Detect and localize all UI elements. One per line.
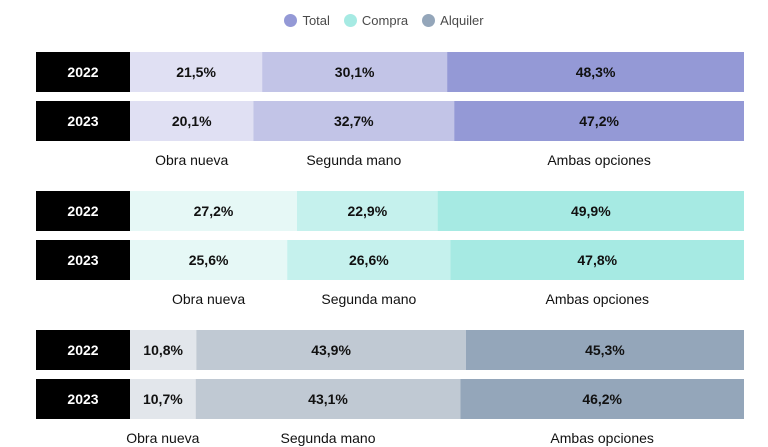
value-label: 26,6% xyxy=(349,252,389,268)
year-block xyxy=(36,379,130,419)
category-label: Ambas opciones xyxy=(547,152,651,168)
legend-label: Compra xyxy=(361,12,409,28)
category-label: Ambas opciones xyxy=(550,430,654,446)
year-label: 2022 xyxy=(67,203,98,219)
bar-segment xyxy=(262,52,448,92)
value-label: 10,7% xyxy=(143,391,183,407)
value-label: 47,8% xyxy=(577,252,617,268)
bar-segment xyxy=(130,52,263,92)
bar-segment xyxy=(130,240,288,280)
year-block xyxy=(36,101,130,141)
year-label: 2022 xyxy=(67,64,98,80)
bar-group-compra: 2022 27,2% 22,9% 49,9% 2023 25,6% 26,6% 47,8% Ob… xyxy=(36,191,744,307)
bar-segment xyxy=(195,379,461,419)
year-label: 2023 xyxy=(67,252,98,268)
year-block xyxy=(36,330,130,370)
bar-segment xyxy=(437,191,744,231)
year-block xyxy=(36,240,130,280)
bar-segment xyxy=(450,240,744,280)
year-label: 2023 xyxy=(67,391,98,407)
category-label: Segunda mano xyxy=(281,430,376,446)
legend-label: Alquiler xyxy=(440,12,484,28)
category-label: Obra nueva xyxy=(172,291,245,307)
legend: Total Compra Alquiler xyxy=(0,10,768,30)
year-label: 2022 xyxy=(67,342,98,358)
category-label: Obra nueva xyxy=(126,430,199,446)
value-label: 30,1% xyxy=(335,64,375,80)
legend-item-alquiler: Alquiler xyxy=(422,12,484,28)
year-block xyxy=(36,52,130,92)
category-label: Obra nueva xyxy=(155,152,228,168)
value-label: 48,3% xyxy=(576,64,616,80)
bar-segment xyxy=(130,330,197,370)
value-label: 32,7% xyxy=(334,113,374,129)
bar-segment xyxy=(196,330,466,370)
category-label: Segunda mano xyxy=(306,152,401,168)
bar-segment xyxy=(130,101,254,141)
legend-swatch xyxy=(422,13,436,27)
legend-item-total: Total xyxy=(284,12,330,28)
value-label: 20,1% xyxy=(172,113,212,129)
value-label: 25,6% xyxy=(189,252,229,268)
legend-label: Total xyxy=(302,12,330,28)
bar-group-alquiler: 2022 10,8% 43,9% 45,3% 2023 10,7% 43,1% 46,2% Ob… xyxy=(36,330,744,446)
value-label: 27,2% xyxy=(194,203,234,219)
bar-group-total: 2022 21,5% 30,1% 48,3% 2023 20,1% 32,7% 47,2% Ob… xyxy=(36,52,744,168)
value-label: 46,2% xyxy=(582,391,622,407)
legend-swatch xyxy=(343,13,357,27)
value-label: 43,9% xyxy=(311,342,351,358)
bar-segment xyxy=(465,330,744,370)
bar-segment xyxy=(253,101,455,141)
bar-segment xyxy=(297,191,438,231)
bar-segment xyxy=(447,52,744,92)
category-label: Segunda mano xyxy=(321,291,416,307)
bar-segment xyxy=(130,379,196,419)
value-label: 49,9% xyxy=(571,203,611,219)
value-label: 47,2% xyxy=(579,113,619,129)
bar-segment xyxy=(454,101,744,141)
value-label: 43,1% xyxy=(308,391,348,407)
bar-segment xyxy=(130,191,298,231)
value-label: 10,8% xyxy=(143,342,183,358)
value-label: 21,5% xyxy=(176,64,216,80)
year-label: 2023 xyxy=(67,113,98,129)
value-label: 45,3% xyxy=(585,342,625,358)
value-label: 22,9% xyxy=(347,203,387,219)
bar-segment xyxy=(287,240,451,280)
bar-segment xyxy=(460,379,744,419)
year-block xyxy=(36,191,130,231)
legend-swatch xyxy=(284,13,298,27)
legend-item-compra: Compra xyxy=(343,12,409,28)
category-label: Ambas opciones xyxy=(545,291,649,307)
